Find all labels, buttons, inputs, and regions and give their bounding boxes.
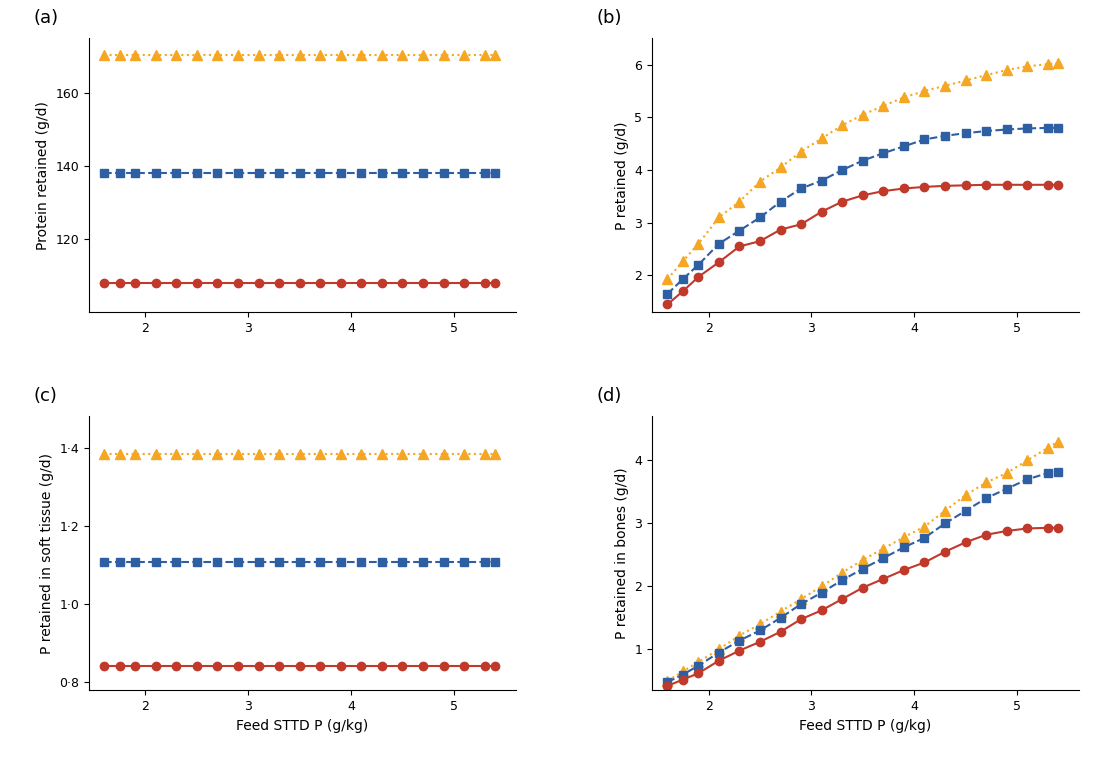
Text: (b): (b) — [597, 9, 622, 28]
Y-axis label: P retained in bones (g/d): P retained in bones (g/d) — [615, 468, 629, 639]
X-axis label: Feed STTD P (g/kg): Feed STTD P (g/kg) — [800, 719, 932, 732]
Text: (d): (d) — [597, 387, 622, 406]
X-axis label: Feed STTD P (g/kg): Feed STTD P (g/kg) — [236, 719, 368, 732]
Y-axis label: P retained (g/d): P retained (g/d) — [615, 121, 628, 229]
Text: (c): (c) — [33, 387, 58, 406]
Y-axis label: Protein retained (g/d): Protein retained (g/d) — [36, 101, 50, 250]
Y-axis label: P retained in soft tissue (g/d): P retained in soft tissue (g/d) — [40, 453, 53, 653]
Text: (a): (a) — [33, 9, 59, 28]
